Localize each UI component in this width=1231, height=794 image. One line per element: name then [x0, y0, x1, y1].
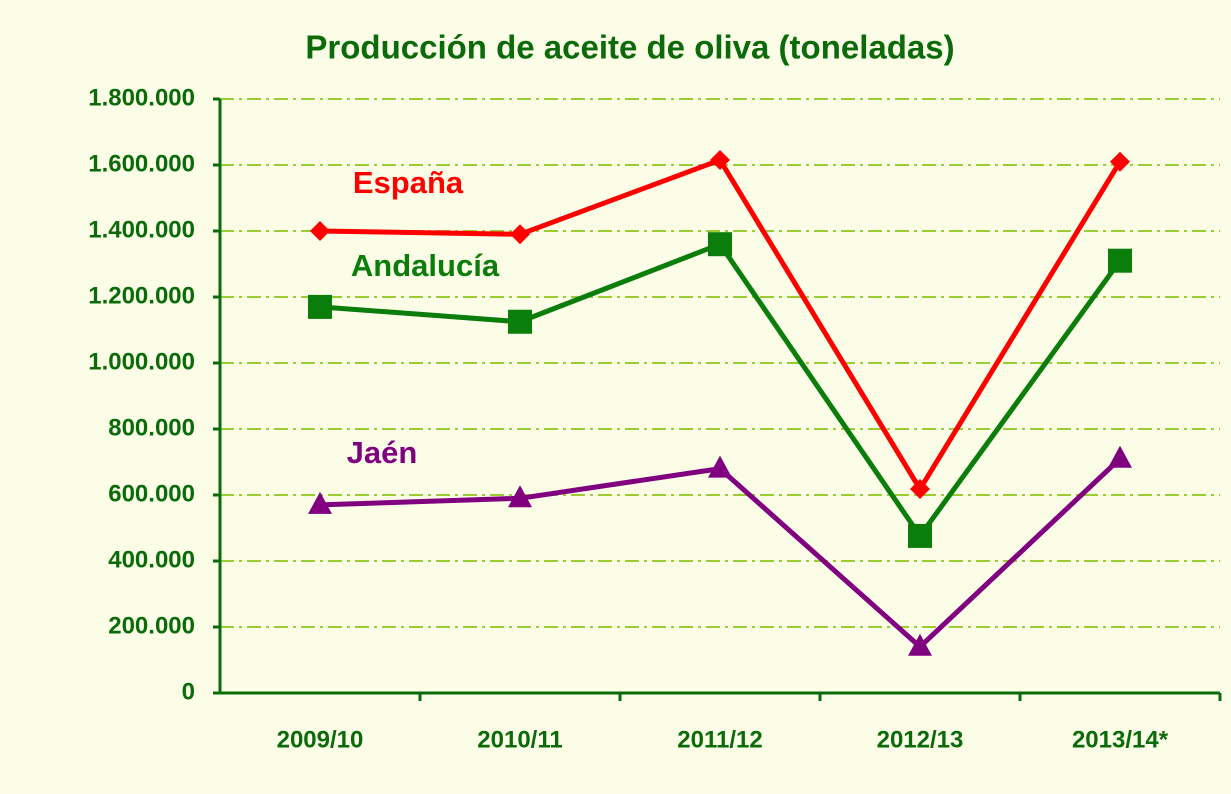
series-label: España: [353, 165, 464, 200]
marker: [508, 485, 532, 508]
marker: [708, 455, 732, 478]
marker: [508, 309, 532, 334]
y-tick-label: 200.000: [108, 612, 195, 639]
x-tick-label: 2011/12: [677, 726, 762, 753]
marker: [908, 523, 932, 548]
marker: [1110, 151, 1130, 172]
chart-title: Producción de aceite de oliva (toneladas…: [305, 29, 954, 66]
y-tick-label: 1.800.000: [88, 84, 195, 111]
marker: [908, 633, 932, 656]
x-tick-label: 2013/14*: [1072, 726, 1169, 753]
x-tick-label: 2010/11: [477, 726, 562, 753]
x-tick-label: 2009/10: [277, 726, 364, 753]
x-tick-label: 2012/13: [877, 726, 964, 753]
marker: [910, 479, 930, 500]
marker: [708, 232, 732, 257]
marker: [310, 221, 330, 241]
series-label: Jaén: [347, 435, 418, 470]
y-tick-label: 1.600.000: [88, 150, 195, 177]
marker: [308, 491, 332, 514]
marker: [510, 224, 530, 245]
y-tick-label: 1.400.000: [88, 216, 195, 243]
y-tick-label: 0: [182, 678, 195, 705]
marker: [308, 294, 332, 319]
y-tick-label: 1.200.000: [88, 282, 195, 309]
y-tick-label: 600.000: [108, 480, 195, 507]
y-tick-label: 1.000.000: [88, 348, 195, 375]
marker: [1108, 445, 1132, 468]
marker: [710, 150, 730, 171]
series-label: Andalucía: [351, 248, 500, 283]
marker: [1108, 248, 1132, 273]
y-tick-label: 400.000: [108, 546, 195, 573]
y-tick-label: 800.000: [108, 414, 195, 441]
